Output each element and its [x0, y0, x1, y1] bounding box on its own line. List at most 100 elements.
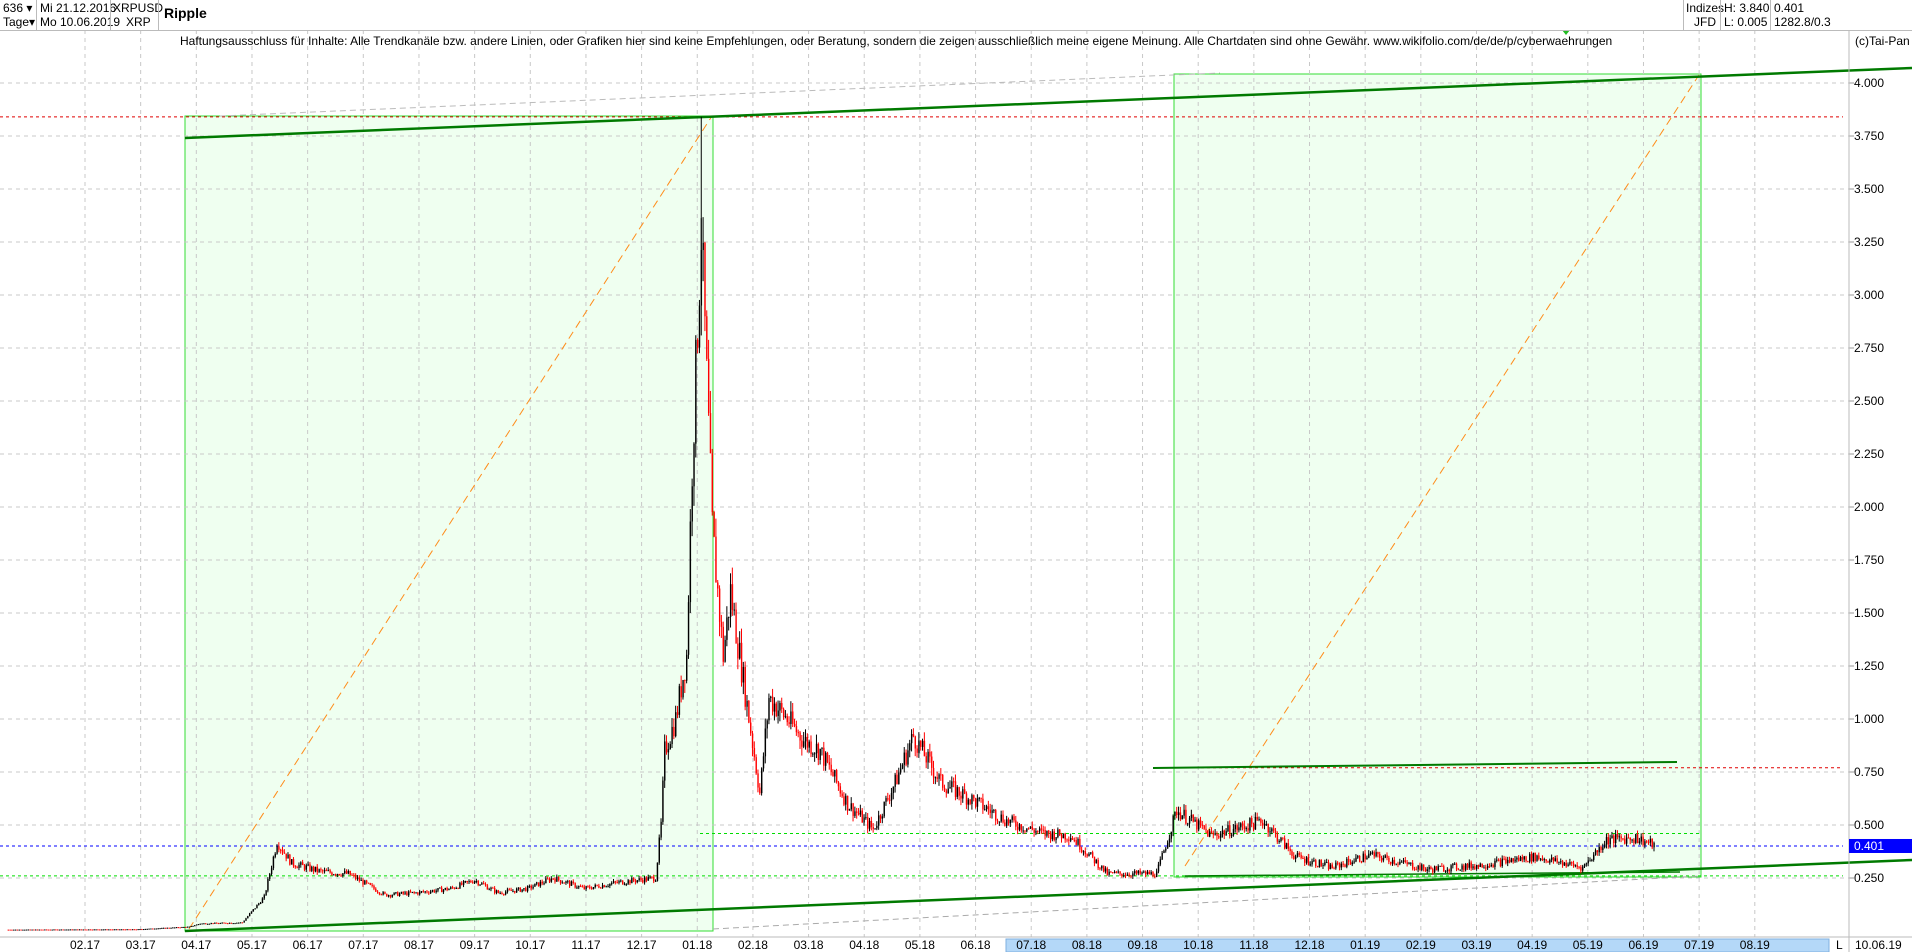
candle-body	[62, 929, 64, 931]
candle-body	[665, 741, 668, 753]
candle-body	[1444, 871, 1447, 873]
candle-body	[777, 710, 779, 717]
candle-body	[1313, 860, 1315, 862]
divider	[158, 0, 159, 30]
candle-body	[1523, 856, 1525, 860]
candle-body	[16, 929, 19, 931]
x-tick-label: 09.18	[1128, 938, 1158, 952]
candle-body	[261, 898, 264, 904]
candle-body	[1274, 830, 1277, 833]
candle-body	[1081, 849, 1083, 852]
candle-body	[782, 708, 785, 717]
candle-body	[603, 885, 606, 888]
candle-body	[1410, 862, 1412, 864]
candle-body	[468, 881, 470, 883]
candle-body	[424, 891, 426, 893]
candle-body	[578, 886, 580, 888]
candle-body	[711, 453, 714, 513]
trend-channel-top	[184, 66, 1912, 140]
candle-body	[662, 780, 664, 822]
candle-body	[170, 927, 172, 929]
candle-body	[230, 922, 233, 924]
candle-body	[113, 929, 116, 931]
candle-body	[910, 734, 913, 744]
candle-body	[459, 882, 461, 889]
divider	[1683, 0, 1684, 30]
candle-body	[1430, 867, 1432, 870]
candle-body	[1561, 861, 1564, 866]
candle-body	[984, 809, 986, 811]
candle-body	[508, 889, 511, 891]
candle-body	[210, 923, 212, 925]
candle-body	[931, 756, 933, 768]
candle-body	[86, 929, 88, 931]
candle-body	[991, 810, 993, 813]
candle-body	[309, 864, 311, 871]
last-value: 0.401	[1774, 1, 1805, 15]
candle-body	[1512, 858, 1514, 862]
candle-body	[927, 751, 929, 763]
candle-body	[779, 703, 781, 711]
candle-body	[881, 816, 884, 819]
candle-body	[878, 815, 880, 826]
candle-body	[1530, 854, 1533, 862]
candle-body	[296, 867, 298, 869]
candle-body	[270, 868, 273, 875]
candle-body	[1033, 829, 1035, 833]
candle-body	[69, 929, 72, 931]
candle-body	[58, 929, 61, 931]
candle-body	[1635, 834, 1637, 843]
candle-body	[541, 881, 543, 884]
candle-body	[899, 768, 902, 773]
candle-body	[545, 878, 547, 884]
period-dropdown[interactable]: Tage▾	[3, 15, 35, 29]
candle-body	[1188, 817, 1191, 824]
candle-body	[537, 882, 540, 887]
candle-body	[475, 881, 478, 883]
candle-body	[1082, 851, 1085, 853]
candle-body	[1031, 826, 1034, 830]
x-tick-label: 01.18	[682, 938, 712, 952]
candle-body	[1267, 824, 1269, 833]
date-to[interactable]: Mo 10.06.2019	[40, 15, 121, 29]
candle-body	[1223, 830, 1226, 836]
candle-body	[835, 770, 838, 782]
candle-body	[344, 871, 346, 874]
candle-body	[693, 443, 695, 487]
x-tick-label: 04.17	[181, 938, 211, 952]
candle-body	[419, 891, 421, 895]
candle-body	[247, 916, 249, 919]
candle-body	[362, 879, 364, 885]
candle-body	[890, 793, 893, 801]
candle-body	[845, 795, 847, 805]
candle-body	[1342, 863, 1344, 865]
candle-body	[751, 733, 754, 749]
candle-body	[130, 929, 132, 931]
candle-body	[1353, 861, 1355, 863]
candle-body	[51, 929, 53, 931]
candle-body	[252, 909, 255, 912]
candle-body	[1406, 862, 1408, 865]
candle-body	[976, 798, 979, 807]
bars-count-dropdown[interactable]: 636 ▾	[3, 1, 32, 15]
candle-body	[409, 891, 412, 893]
candle-body	[799, 732, 801, 741]
candle-body	[1618, 836, 1621, 838]
candle-body	[717, 582, 719, 589]
date-from[interactable]: Mi 21.12.2016	[40, 1, 117, 15]
candle-body	[616, 882, 618, 884]
candle-body	[960, 795, 962, 799]
candle-body	[1220, 833, 1222, 838]
candle-body	[1322, 865, 1324, 867]
candle-body	[867, 817, 869, 829]
candle-body	[1194, 819, 1196, 822]
candle-body	[978, 797, 981, 799]
candle-body	[1388, 857, 1390, 862]
candle-body	[84, 929, 86, 931]
candle-body	[654, 880, 657, 882]
candle-body	[949, 787, 951, 789]
bars-count-value: 636	[3, 1, 24, 15]
candle-body	[397, 892, 399, 896]
candle-body	[186, 926, 189, 928]
